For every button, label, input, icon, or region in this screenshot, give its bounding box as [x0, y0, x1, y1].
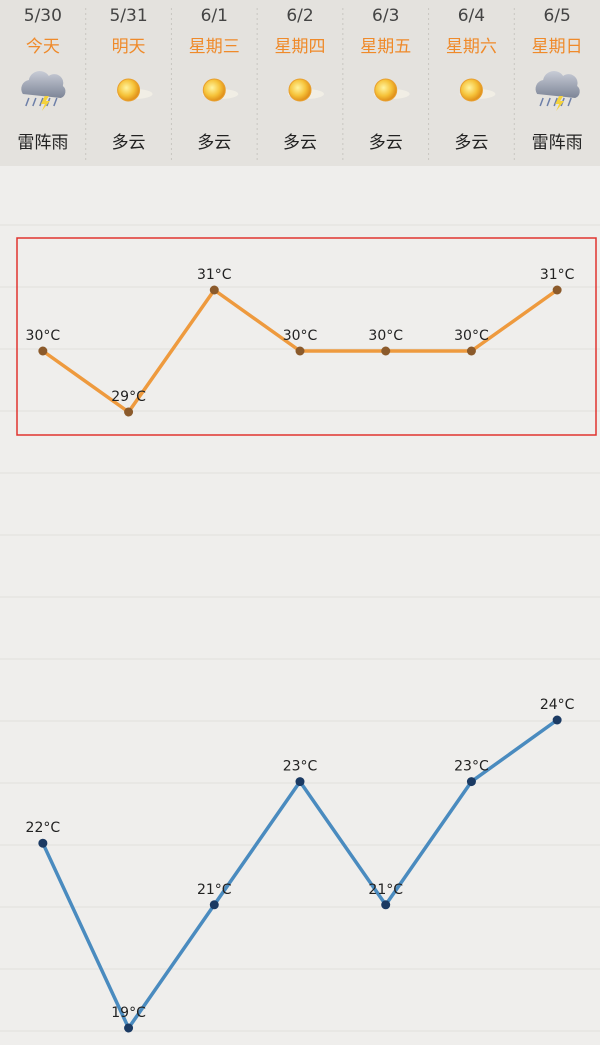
temperature-label: 29°C [111, 389, 146, 405]
icon-rain [53, 97, 58, 107]
highlight-box [16, 237, 597, 436]
temperature-point [552, 285, 562, 295]
temperature-point [209, 900, 219, 910]
day-date: 6/2 [286, 6, 313, 26]
day-label: 明天 [112, 37, 146, 57]
temperature-label: 21°C [197, 882, 232, 898]
temperature-label: 31°C [197, 267, 232, 283]
temperature-point [552, 715, 562, 725]
temperature-label: 30°C [368, 328, 403, 344]
day-label: 星期日 [532, 37, 583, 57]
icon-sun [374, 78, 398, 102]
temperature-point [209, 285, 219, 295]
day-condition: 多云 [197, 133, 231, 153]
temperature-point [38, 838, 48, 848]
day-label: 星期六 [446, 37, 497, 57]
temperature-label: 31°C [540, 267, 575, 283]
icon-rain [567, 97, 572, 107]
temperature-point [466, 777, 476, 787]
temperature-point [38, 346, 48, 356]
temperature-label: 21°C [368, 882, 403, 898]
day-date: 5/31 [109, 6, 147, 26]
day-label: 星期三 [189, 37, 240, 57]
day-date: 6/5 [543, 6, 570, 26]
icon-rain [553, 97, 558, 107]
temperature-label: 30°C [454, 328, 489, 344]
temperature-point [381, 346, 391, 356]
icon-bolt [555, 96, 565, 111]
day-label: 今天 [26, 37, 60, 57]
weather-icon [288, 78, 324, 102]
weather-icon [535, 71, 580, 111]
day-condition: 多云 [112, 133, 146, 153]
temperature-label: 22°C [26, 820, 61, 836]
icon-sun [117, 78, 141, 102]
icon-rain [546, 97, 551, 107]
temperature-label: 30°C [26, 328, 61, 344]
day-date: 6/1 [201, 6, 228, 26]
weather-icon [459, 78, 496, 102]
icon-sun [459, 78, 483, 102]
temperature-label: 30°C [283, 328, 318, 344]
icon-sun [202, 78, 226, 102]
temperature-point [295, 777, 305, 787]
day-condition: 多云 [369, 133, 403, 153]
weather-icon [202, 78, 239, 102]
temperature-point [124, 1023, 134, 1033]
day-date: 6/4 [458, 6, 485, 26]
icon-cloud [21, 71, 66, 98]
day-condition: 多云 [283, 133, 317, 153]
day-condition: 雷阵雨 [532, 133, 583, 153]
weather-icon [373, 78, 410, 102]
day-label: 星期五 [360, 37, 411, 57]
temperature-point [124, 407, 134, 417]
temperature-label: 19°C [111, 1005, 146, 1021]
icon-rain [39, 97, 44, 107]
icon-bolt [40, 96, 50, 111]
temperature-point [466, 346, 476, 356]
day-label: 星期四 [275, 37, 326, 57]
icon-rain [539, 97, 544, 107]
temperature-point [295, 346, 305, 356]
temperature-label: 24°C [540, 697, 575, 713]
icon-rain [32, 97, 37, 107]
icon-rain [25, 97, 30, 107]
weather-icon [116, 78, 153, 102]
icon-cloud [535, 71, 580, 98]
day-condition: 多云 [454, 133, 488, 153]
temperature-point [381, 900, 391, 910]
icon-sun [288, 78, 312, 102]
day-date: 5/30 [24, 6, 62, 26]
weather-icon [21, 71, 66, 111]
temperature-label: 23°C [283, 759, 318, 775]
day-date: 6/3 [372, 6, 399, 26]
temperature-label: 23°C [454, 759, 489, 775]
day-condition: 雷阵雨 [17, 133, 68, 153]
